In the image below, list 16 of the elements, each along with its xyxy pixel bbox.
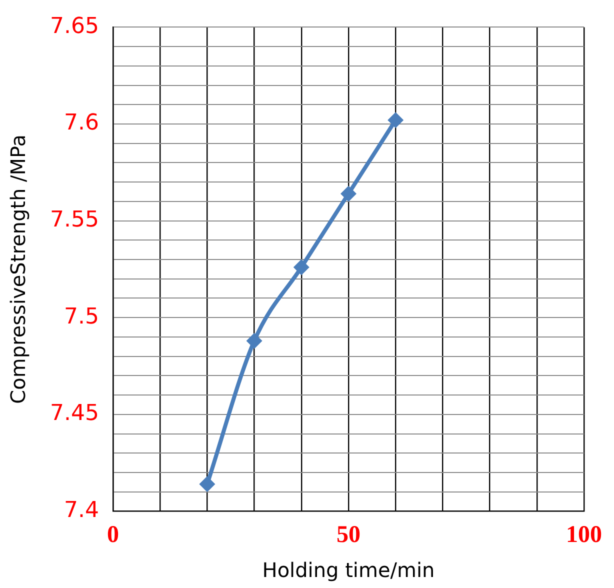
x-tick-label: 50	[336, 522, 360, 548]
y-tick-label: 7.5	[64, 304, 99, 330]
point	[340, 186, 356, 202]
x-tick-label: 0	[106, 522, 119, 548]
point	[388, 112, 404, 128]
y-tick-label: 7.55	[50, 208, 99, 233]
y-axis-title: CompressiveStrength /MPa	[6, 134, 30, 404]
y-tick-label: 7.45	[50, 401, 99, 426]
y-tick-label: 7.6	[64, 110, 99, 136]
point	[293, 259, 310, 276]
point	[246, 332, 262, 349]
y-tick-label: 7.65	[50, 14, 99, 39]
x-tick-label: 100	[566, 522, 602, 548]
y-tick-label: 7.4	[64, 498, 99, 523]
x-axis-title: Holding time/min	[262, 558, 435, 582]
point	[199, 476, 216, 492]
